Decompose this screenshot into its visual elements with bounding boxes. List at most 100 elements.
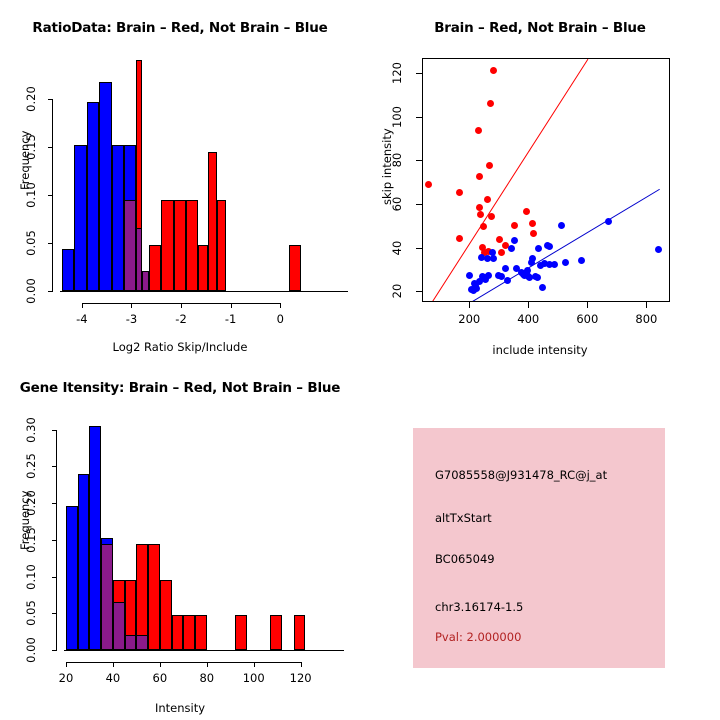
ratio-histogram-panel: RatioData: Brain – Red, Not Brain – Blue…	[0, 0, 360, 360]
histogram-bar	[111, 144, 124, 291]
scatter-point	[501, 265, 509, 273]
gene-y-tick	[52, 539, 57, 541]
scatter-point	[455, 234, 463, 242]
gene-y-tick-label: 0.25	[24, 453, 38, 480]
gene-histogram-axes: 0.00 0.05 0.10 0.15 0.20 0.25 0.30 20 40 60 80 100 1…	[0, 360, 360, 720]
gene-y-tick-label: 0.30	[24, 416, 38, 443]
histogram-bar	[74, 144, 87, 291]
gene-y-tick	[52, 650, 57, 651]
ratio-y-tick	[48, 146, 53, 148]
histogram-bar	[173, 199, 186, 291]
scatter-point	[546, 260, 554, 268]
histogram-bar	[198, 244, 209, 291]
gene-x-tick	[206, 662, 208, 667]
scatter-y-tick-label: 40	[390, 240, 404, 255]
gene-x-axis-line	[66, 662, 301, 663]
info-pval: Pval: 2.000000	[435, 630, 522, 644]
scatter-point	[469, 287, 477, 295]
scatter-point	[541, 260, 549, 268]
scatter-x-tick-label: 200	[458, 312, 481, 326]
ratio-histogram-axes: 0.00 0.05 0.10 0.15 0.20 -4 -3 -2 -1 0	[0, 0, 360, 360]
histogram-bar	[208, 152, 217, 291]
scatter-y-tick	[416, 160, 422, 162]
scatter-x-tick-label: 800	[635, 312, 658, 326]
gene-x-tick	[66, 662, 67, 667]
scatter-y-tick	[416, 291, 422, 293]
scatter-title: Brain – Red, Not Brain – Blue	[434, 20, 646, 36]
histogram-bar	[66, 506, 78, 650]
scatter-point	[477, 253, 485, 261]
scatter-point	[523, 208, 531, 216]
scatter-point	[528, 219, 536, 227]
scatter-y-tick	[416, 73, 422, 75]
gene-x-tick-label: 20	[58, 671, 74, 685]
scatter-x-tick-label: 600	[576, 312, 599, 326]
scatter-point	[528, 259, 536, 267]
scatter-x-tick	[469, 302, 471, 308]
scatter-point	[483, 196, 491, 204]
gene-y-tick-label: 0.00	[24, 637, 38, 663]
histogram-bar	[148, 244, 162, 291]
ratio-x-tick	[280, 303, 282, 308]
histogram-bar	[216, 199, 226, 291]
scatter-point	[511, 236, 519, 244]
scatter-x-tick	[528, 302, 530, 308]
scatter-point	[486, 100, 494, 108]
scatter-point	[476, 210, 484, 218]
ratio-baseline	[60, 291, 348, 292]
scatter-point	[489, 67, 497, 75]
scatter-point	[496, 235, 504, 243]
histogram-bar	[142, 270, 149, 291]
scatter-point	[558, 221, 566, 229]
gene-x-tick-label: 80	[199, 671, 215, 685]
ratio-y-tick-label: 0.05	[24, 230, 38, 256]
histogram-bar	[99, 82, 112, 291]
histogram-bar	[270, 614, 282, 650]
ratio-y-tick-label: 0.20	[24, 85, 38, 112]
scatter-point	[483, 254, 491, 262]
scatter-point	[475, 127, 482, 135]
ratio-x-tick-label: -3	[125, 312, 138, 326]
histogram-bar	[195, 614, 207, 650]
gene-x-tick-label: 100	[242, 671, 265, 685]
histogram-bar	[101, 544, 113, 650]
gene-x-tick-label: 120	[289, 671, 312, 685]
scatter-y-tick	[416, 116, 422, 118]
ratio-x-tick-label: -4	[76, 312, 88, 326]
histogram-bar	[89, 426, 102, 650]
gene-histogram-xlabel: Intensity	[154, 701, 206, 715]
scatter-point	[497, 248, 505, 256]
scatter-point	[655, 246, 663, 254]
ratio-histogram-plot-area	[62, 60, 310, 291]
gene-y-tick	[52, 576, 57, 578]
histogram-bar	[86, 102, 100, 291]
scatter-y-tick-label: 80	[390, 153, 404, 168]
gene-info-panel: G7085558@J931478_RC@j_at altTxStart BC06…	[413, 428, 665, 668]
scatter-axes: 20 40 60 80 100 120 200 400 600 800	[360, 0, 720, 360]
scatter-point	[465, 271, 473, 279]
scatter-point	[497, 273, 505, 281]
ratio-y-tick-label: 0.10	[24, 181, 38, 208]
scatter-point	[425, 180, 433, 188]
scatter-point	[561, 259, 569, 267]
info-accession: BC065049	[435, 552, 495, 566]
scatter-point	[534, 273, 542, 281]
scatter-point	[475, 172, 483, 180]
ratio-x-tick	[131, 303, 133, 308]
histogram-bar	[62, 248, 75, 291]
scatter-point	[482, 275, 490, 283]
gene-x-tick	[253, 662, 255, 667]
histogram-bar	[136, 634, 149, 650]
scatter-y-tick-label: 120	[390, 62, 404, 85]
scatter-point	[472, 281, 480, 289]
scatter-point	[539, 284, 547, 292]
scatter-point	[489, 255, 497, 263]
ratio-histogram-title: RatioData: Brain – Red, Not Brain – Blue	[32, 20, 328, 36]
histogram-bar	[289, 244, 302, 291]
ratio-x-axis-line	[81, 303, 281, 304]
gene-x-tick-label: 40	[105, 671, 121, 685]
gene-y-tick-label: 0.10	[24, 563, 38, 590]
ratio-y-tick-label: 0.00	[24, 278, 38, 304]
scatter-point	[501, 241, 509, 249]
